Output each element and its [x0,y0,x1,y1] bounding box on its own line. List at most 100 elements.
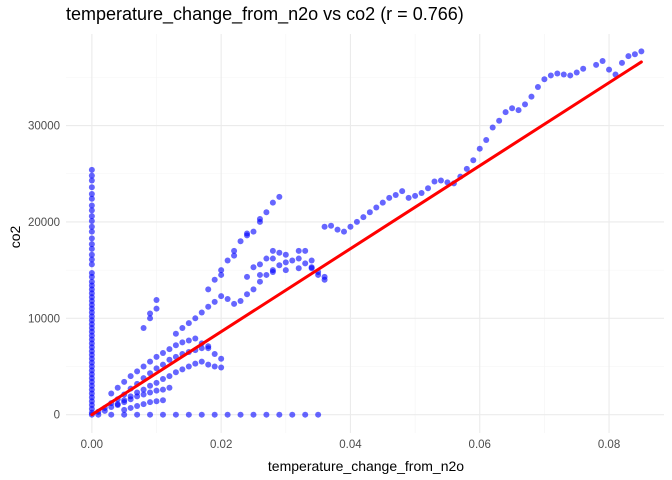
data-point [153,379,160,386]
data-point [88,223,95,230]
data-point [88,177,95,184]
data-point [463,165,470,172]
data-point [263,209,270,216]
data-point [218,267,225,274]
data-point [211,350,218,357]
data-point [328,222,335,229]
data-point [134,411,141,418]
data-point [250,411,257,418]
data-point [159,376,166,383]
data-point [599,57,606,64]
data-point [147,310,154,317]
data-point [618,59,625,66]
data-point [412,192,419,199]
data-point [554,70,561,77]
data-point [218,355,225,362]
data-point [121,411,128,418]
grid [66,34,664,433]
data-point [573,69,580,76]
data-point [295,255,302,262]
data-point [185,337,192,344]
data-point [340,228,347,235]
data-point [269,269,276,276]
data-point [153,387,160,394]
data-point [172,342,179,349]
data-point [88,245,95,252]
data-point [489,124,496,131]
x-tick-label: 0.00 [81,439,103,451]
data-point [502,109,509,116]
trend-line [90,60,643,417]
data-point [244,273,251,280]
data-point [147,358,154,365]
data-point [560,71,567,78]
data-point [528,93,535,100]
data-point [237,297,244,304]
data-point [289,411,296,418]
data-point [140,363,147,370]
data-point [211,411,218,418]
data-point [476,145,483,152]
y-axis-ticks: 0 10000 20000 30000 [28,121,60,422]
data-point [198,411,205,418]
data-point [108,403,115,410]
data-point [347,223,354,230]
data-point [606,66,613,73]
data-point [231,300,238,307]
data-point [121,399,128,406]
data-point [153,297,160,303]
data-point [231,252,238,259]
data-point [166,384,173,391]
data-point [179,366,186,373]
data-point [140,391,147,398]
data-point [302,247,309,254]
data-point [282,251,289,258]
data-point [256,261,263,268]
data-point [470,157,477,164]
data-points [88,48,645,418]
data-point [315,411,322,418]
data-point [185,411,192,418]
data-point [547,72,554,79]
data-point [256,278,263,285]
data-point [166,356,173,363]
x-tick-label: 0.06 [469,439,491,451]
data-point [276,249,283,256]
y-tick-label: 30000 [28,121,60,133]
data-point [88,261,95,268]
data-point [166,346,173,353]
data-point [153,353,160,360]
data-point [185,363,192,370]
data-point [192,335,199,342]
data-point [405,194,412,201]
data-point [198,358,205,365]
data-point [276,411,283,418]
data-point [522,101,529,108]
data-point [88,273,95,280]
data-point [108,390,115,397]
data-point [269,255,276,262]
data-point [88,166,95,173]
data-point [263,411,270,418]
data-point [263,255,270,262]
data-point [147,399,154,406]
data-point [250,228,257,235]
data-point [211,298,218,305]
data-point [185,320,192,327]
data-point [418,190,425,197]
data-point [172,330,179,337]
data-point [567,72,574,79]
data-point [315,271,322,278]
data-point [379,199,386,206]
data-point [205,286,212,293]
data-point [134,393,141,400]
data-point [256,271,263,278]
data-point [88,217,95,224]
data-point [211,363,218,370]
data-point [244,291,251,298]
data-point [159,350,166,357]
x-tick-label: 0.02 [210,439,232,451]
data-point [88,190,95,197]
data-point [205,345,212,352]
data-point [192,315,199,322]
